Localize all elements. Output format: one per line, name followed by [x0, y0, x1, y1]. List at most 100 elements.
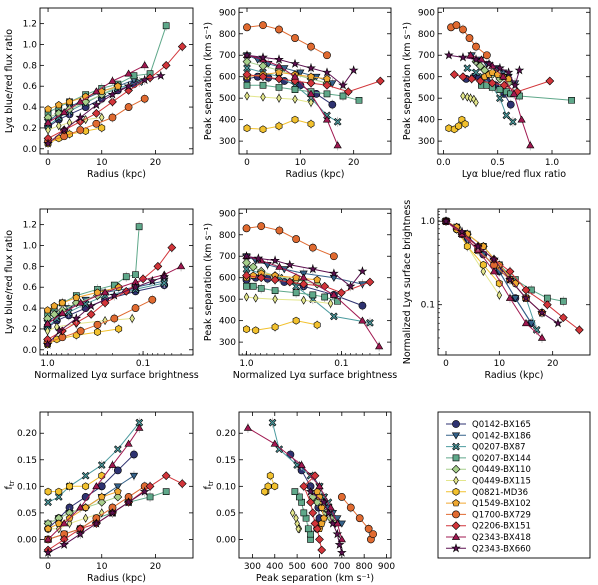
plot-area: [242, 21, 385, 151]
data-point: [322, 80, 332, 90]
data-point: [514, 65, 525, 75]
y-tick-label: 500: [219, 94, 236, 104]
data-point: [465, 34, 474, 42]
data-point: [86, 300, 96, 311]
data-point: [108, 460, 117, 468]
y-tick-label: 0.4: [23, 304, 38, 314]
y-tick-label: 0.10: [17, 482, 37, 492]
data-point: [542, 300, 552, 310]
data-point: [444, 50, 454, 60]
data-point: [521, 319, 531, 327]
data-point: [124, 69, 133, 77]
plot-area: [43, 417, 187, 557]
series-q1700-bx729-line: [246, 24, 328, 56]
data-point: [176, 262, 186, 270]
data-point: [92, 87, 101, 95]
data-point: [332, 529, 343, 539]
data-point: [334, 539, 345, 549]
data-point: [355, 514, 364, 523]
x-tick-label: 0: [45, 158, 51, 168]
y-tick-label: 900: [219, 8, 236, 18]
axes-frame: [39, 411, 194, 559]
data-point: [258, 61, 268, 71]
data-point: [496, 290, 503, 300]
data-point: [517, 115, 526, 123]
axes-frame: [238, 208, 392, 356]
y-tick-label: 0.05: [216, 509, 236, 519]
data-point: [449, 70, 459, 79]
x-tick-label: 0: [45, 562, 51, 572]
data-point: [146, 493, 154, 501]
data-point: [54, 108, 64, 118]
data-point: [296, 69, 305, 77]
y-tick-label: 0.00: [216, 535, 236, 545]
data-point: [253, 253, 264, 263]
data-point: [72, 293, 81, 301]
y-tick-label: 1.0: [23, 41, 38, 51]
data-point: [329, 252, 338, 261]
data-point: [274, 54, 284, 64]
data-point: [155, 70, 166, 80]
y-axis-label: Peak separation (km s⁻¹): [203, 22, 214, 140]
data-point: [274, 74, 284, 84]
data-point: [466, 51, 475, 59]
data-point: [366, 318, 374, 327]
y-axis-label-subscript: tr: [207, 480, 215, 486]
data-point: [479, 260, 487, 269]
data-point: [306, 63, 316, 73]
series-q2343-bx660-line: [246, 54, 355, 87]
data-point: [241, 251, 252, 261]
data-point: [161, 60, 171, 70]
data-point: [502, 111, 511, 120]
data-point: [308, 97, 314, 108]
data-point: [509, 89, 519, 97]
panel-p2: 0 10 20 300 400 500 600 700 800 900 Radius (kpc) Pe…: [203, 7, 392, 180]
legend-item-label: Q0449-BX110: [472, 465, 531, 475]
data-point: [130, 282, 141, 292]
data-point: [369, 530, 378, 539]
x-tick-label: 10: [96, 158, 108, 168]
data-point: [81, 92, 90, 100]
data-point: [268, 418, 277, 427]
data-point: [545, 76, 555, 86]
data-point: [113, 483, 122, 491]
data-point: [290, 58, 300, 68]
data-point: [123, 81, 134, 91]
data-point: [115, 324, 123, 333]
y-tick-label: 0.6: [23, 283, 38, 293]
data-point: [289, 508, 296, 518]
data-point: [113, 466, 122, 475]
data-point: [475, 61, 485, 71]
data-point: [82, 482, 90, 491]
axes-frame: [437, 208, 591, 356]
data-point: [93, 320, 102, 329]
data-point: [243, 64, 251, 72]
data-point: [489, 254, 499, 264]
y-axis-label-subscript: tr: [8, 480, 16, 486]
data-point: [153, 261, 163, 271]
data-point: [76, 327, 85, 335]
data-point: [337, 493, 346, 501]
data-point: [97, 492, 106, 501]
x-tick-label: 700: [333, 562, 350, 572]
data-point: [308, 508, 318, 518]
legend-item-label: Q2343-BX418: [472, 533, 531, 543]
data-point: [537, 333, 547, 341]
data-point: [337, 288, 346, 298]
data-point: [558, 313, 568, 323]
x-tick-label: 10: [295, 158, 307, 168]
data-point: [482, 51, 491, 60]
data-point: [295, 524, 301, 534]
data-point: [147, 275, 158, 286]
x-tick-label: 20: [547, 359, 559, 369]
data-point: [75, 529, 86, 539]
y-tick-label: 0.8: [23, 61, 38, 71]
data-point: [91, 108, 101, 118]
plot-area: [241, 222, 384, 352]
data-point: [242, 224, 251, 233]
x-axis-label: Radius (kpc): [285, 169, 344, 180]
y-tick-label: 300: [219, 137, 236, 147]
y-tick-label: 0.05: [17, 509, 37, 519]
x-tick-label: 1.0: [40, 359, 55, 369]
data-point: [275, 25, 283, 34]
